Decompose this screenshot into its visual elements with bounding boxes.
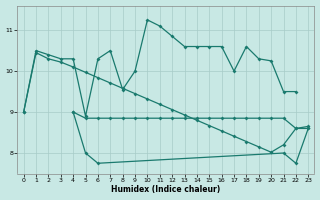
X-axis label: Humidex (Indice chaleur): Humidex (Indice chaleur) xyxy=(111,185,220,194)
